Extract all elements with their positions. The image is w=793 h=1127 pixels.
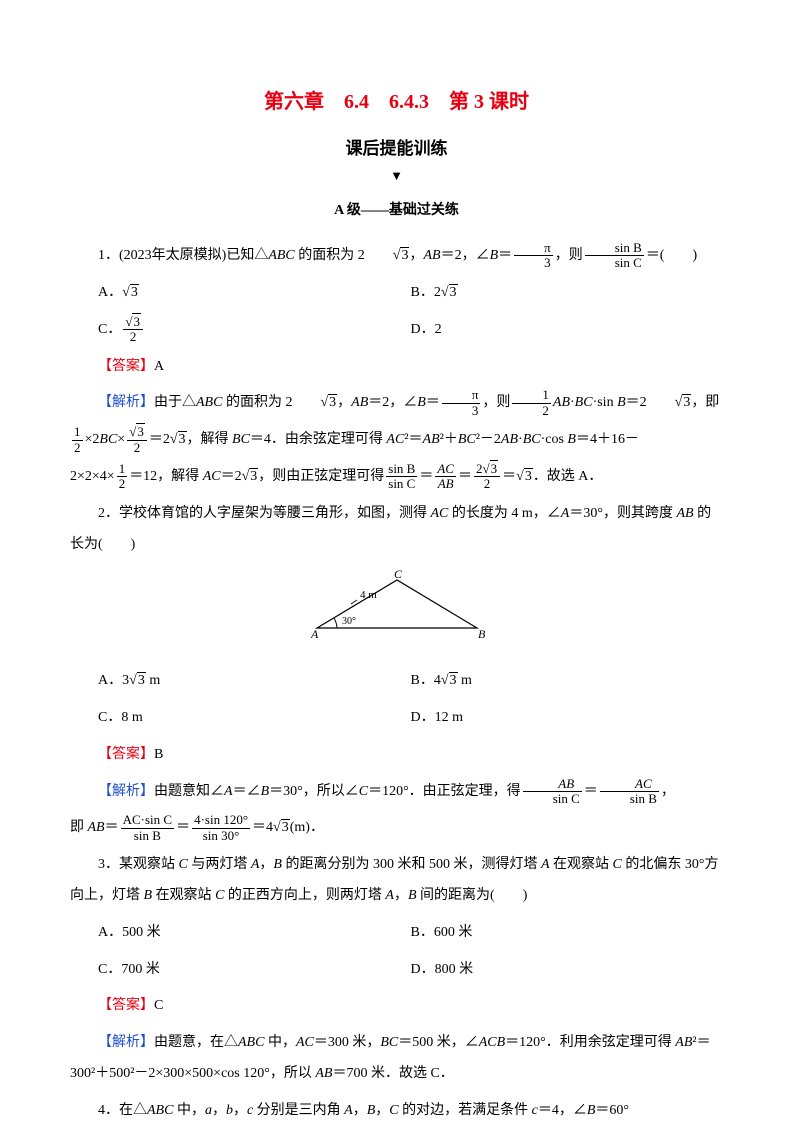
q3-optA: A．500 米 [98,918,411,949]
fraction: 12 [115,462,130,492]
denom: sin C [585,256,644,270]
triangle-diagram: 4 m 30° A B C [302,568,492,643]
q3-explain: 【解析】由题意，在△ABC 中，AC＝300 米，BC＝500 米，∠ACB＝1… [70,1028,723,1090]
answer-value: A [154,359,164,374]
sqrt-icon: 3 [242,462,259,493]
numer: sin B [585,241,644,256]
sqrt-icon: 3 [170,425,187,456]
q2-figure: 4 m 30° A B C [70,568,723,656]
q2-explain-1: 【解析】由题意知∠A＝∠B＝30°，所以∠C＝120°．由正弦定理，得ABsin… [70,777,723,808]
denom: 3 [514,256,553,270]
explain-label: 【解析】 [98,395,154,410]
q1-optC: C．32 [98,315,411,346]
numer: 3 [123,315,143,330]
sqrt-icon: 3 [647,388,692,419]
fraction: AC·sin Csin B [119,813,176,843]
fraction: ACAB [433,462,458,492]
answer-value: C [154,998,163,1013]
explain-label: 【解析】 [98,1035,154,1050]
answer-value: B [154,747,163,762]
sqrt-icon: 3 [441,278,458,309]
q1-explain-1: 【解析】由于△ABC 的面积为 23，AB＝2，∠B＝π3，则12AB·BC·s… [70,388,723,419]
sqrt-icon: 3 [129,425,145,439]
q1-text: ，则 [555,248,583,263]
fraction: π3 [440,388,483,418]
sqrt-icon: 3 [122,278,139,309]
q2-stem: 2．学校体育馆的人字屋架为等腰三角形，如图，测得 AC 的长度为 4 m，∠A＝… [70,499,723,561]
numer: π [514,241,553,256]
sqrt-icon: 3 [365,241,410,272]
sqrt-icon: 3 [125,315,141,329]
sqrt-icon: 3 [292,388,337,419]
q1-stem-text: 1．(2023年太原模拟)已知△ [98,248,268,263]
sqrt-icon: 3 [482,462,498,476]
q1-optD: D．2 [411,315,724,346]
q1-optB: B．23 [411,278,724,309]
q1-text: ＝( ) [646,248,697,263]
subtitle: 课后提能训练 [346,139,448,158]
q3-stem: 3．某观察站 C 与两灯塔 A，B 的距离分别为 300 米和 500 米，测得… [70,850,723,912]
q3-optC: C．700 米 [98,955,411,986]
q3-options-row2: C．700 米 D．800 米 [98,955,723,986]
q1-text: ＝ [498,248,512,263]
svg-text:A: A [310,627,319,641]
q1-text: ， [409,248,423,263]
sqrt-icon: 3 [516,462,533,493]
q4-stem: 4．在△ABC 中，a，b，c 分别是三内角 A，B，C 的对边，若满足条件 c… [70,1096,723,1127]
q1-options-row2: C．32 D．2 [98,315,723,346]
q3-answer: 【答案】C [70,991,723,1022]
q2-answer: 【答案】B [70,740,723,771]
q3-optB: B．600 米 [411,918,724,949]
explain-label: 【解析】 [98,784,154,799]
q1-explain-2: 12×2BC×32＝23，解得 BC＝4．由余弦定理可得 AC²＝AB²＋BC²… [70,425,723,456]
fraction: π3 [512,241,555,271]
answer-label: 【答案】 [98,747,154,762]
q2-options-row1: A．33 m B．43 m [98,666,723,697]
subtitle-row: 课后提能训练 [70,130,723,167]
q1-stem: 1．(2023年太原模拟)已知△ABC 的面积为 23，AB＝2，∠B＝π3，则… [70,241,723,272]
radicand: 3 [400,247,409,263]
q1-text: 的面积为 2 [295,248,365,263]
sqrt-icon: 3 [273,813,290,844]
q2-optC: C．8 m [98,703,411,734]
answer-label: 【答案】 [98,998,154,1013]
page-title: 第六章 6.4 6.4.3 第 3 课时 [70,80,723,124]
q3-options-row1: A．500 米 B．600 米 [98,918,723,949]
q2-options-row2: C．8 m D．12 m [98,703,723,734]
fraction: ABsin C [521,777,584,807]
fraction: 4·sin 120°sin 30° [190,813,252,843]
q1-explain-3: 2×2×4×12＝12，解得 AC＝23，则由正弦定理可得sin Bsin C＝… [70,462,723,493]
svg-text:C: C [394,568,403,581]
denom: 2 [123,330,143,344]
fraction: sin Bsin C [384,462,419,492]
q1-abc: ABC [268,248,294,263]
q1-b: B [490,248,499,263]
sqrt-icon: 3 [129,666,146,697]
fraction: 32 [125,425,149,455]
answer-label: 【答案】 [98,359,154,374]
q1-answer: 【答案】A [70,352,723,383]
fraction: sin Bsin C [583,241,646,271]
q1-ab: AB [423,248,440,263]
q2-explain-2: 即 AB＝AC·sin Csin B＝4·sin 120°sin 30°＝43(… [70,813,723,844]
fraction: 232 [472,462,502,492]
fraction: 12 [70,425,85,455]
q2-optB: B．43 m [411,666,724,697]
q2-optD: D．12 m [411,703,724,734]
q1-optA: A．3 [98,278,411,309]
level-label: A 级——基础过关练 [70,196,723,227]
q1-text: ＝2，∠ [441,248,490,263]
fraction: 12 [510,388,553,418]
fraction: 32 [121,315,145,345]
svg-text:4 m: 4 m [360,589,377,601]
q3-optD: D．800 米 [411,955,724,986]
fraction: ACsin B [598,777,661,807]
svg-text:30°: 30° [342,616,356,627]
svg-text:B: B [478,627,486,641]
sqrt-icon: 3 [441,666,458,697]
q2-optA: A．33 m [98,666,411,697]
triangle-divider: ▼ [70,169,723,182]
q1-options-row1: A．3 B．23 [98,278,723,309]
